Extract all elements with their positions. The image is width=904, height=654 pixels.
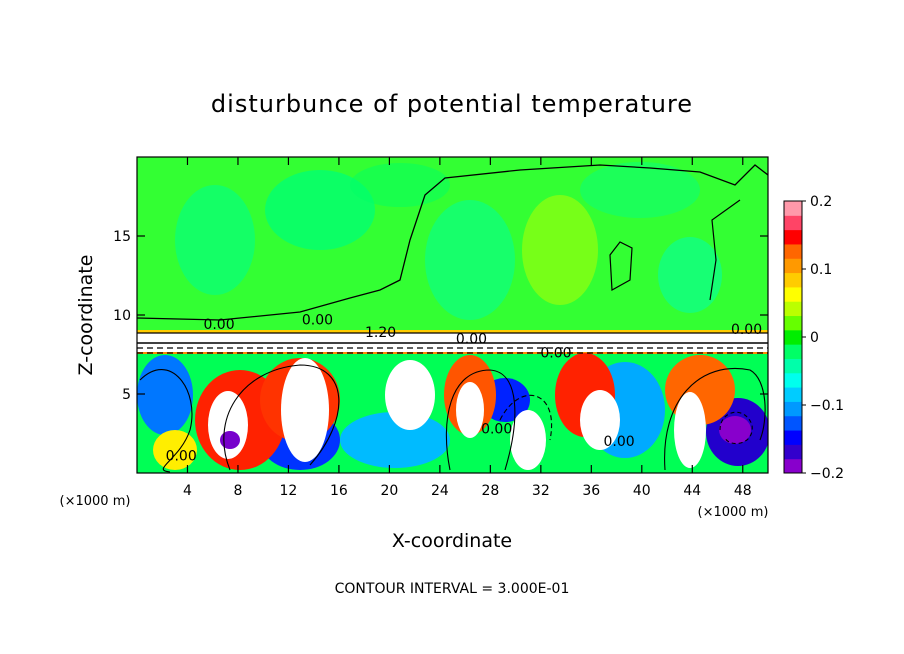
x-axis-label: X-coordinate [392, 530, 512, 552]
colorbar-tick-label: −0.1 [810, 398, 844, 414]
colorbar-swatch [784, 344, 802, 359]
upper-blob [522, 195, 598, 305]
contour-line [137, 164, 768, 321]
x-axis: 4 8 12 16 20 24 28 32 36 40 44 48 [183, 157, 752, 499]
upper-blob [265, 170, 375, 250]
contour-label: 0.00 [302, 312, 333, 328]
colorbar-tick-label: 0.1 [810, 262, 832, 278]
x-tick-label: 36 [582, 483, 600, 499]
colorbar-swatch [784, 243, 802, 259]
contour-label: 1.20 [365, 325, 396, 341]
colorbar-swatch [784, 444, 802, 460]
colorbar-tick-label: −0.2 [810, 466, 844, 482]
x-tick-label: 24 [431, 483, 449, 499]
colorbar-swatch [784, 272, 802, 288]
contour-interval-note: CONTOUR INTERVAL = 3.000E-01 [335, 581, 570, 597]
y-axis-label: Z-coordinate [75, 255, 97, 376]
x-tick-label: 28 [481, 483, 499, 499]
colorbar-swatch [784, 372, 802, 388]
colorbar-swatch [784, 430, 802, 445]
eddy-purple [719, 416, 751, 444]
contour-label: 0.00 [481, 422, 512, 438]
contour-line-dashed [719, 411, 753, 445]
x-tick-label: 8 [233, 483, 242, 499]
colorbar-swatch [784, 387, 802, 402]
colorbar-swatch [784, 315, 802, 331]
y-tick-label: 5 [122, 387, 131, 403]
inversion-band [137, 330, 768, 354]
y-tick-label: 10 [113, 308, 131, 324]
contour-label: 0.00 [456, 331, 487, 347]
contour-line [664, 368, 766, 471]
chart-title: disturbunce of potential temperature [211, 90, 693, 118]
colorbar-swatch [784, 215, 802, 231]
x-tick-label: 16 [330, 483, 348, 499]
contour-labels: 0.00 0.00 1.20 0.00 0.00 0.00 0.00 0.00 0.00 [166, 312, 763, 464]
contour-line-dashed [499, 394, 553, 441]
contour-label: 0.00 [731, 322, 762, 338]
colorbar-swatch [784, 458, 802, 474]
contour-line [709, 199, 741, 301]
upper-blob [658, 237, 722, 313]
inversion-band-edge [137, 330, 768, 333]
colorbar-tick-label: 0 [810, 330, 819, 346]
eddy-purple [220, 431, 240, 449]
eddy-white [385, 360, 435, 430]
x-tick-label: 44 [683, 483, 701, 499]
colorbar-swatch [784, 201, 802, 216]
contour-label: 0.00 [603, 434, 634, 450]
colorbar-swatch [784, 358, 802, 374]
colorbar-swatch [784, 301, 802, 317]
contour-line [139, 368, 193, 473]
y-tick-label: 15 [113, 229, 131, 245]
upper-blob [175, 185, 255, 295]
x-tick-label: 20 [380, 483, 398, 499]
x-tick-label: 4 [183, 483, 192, 499]
eddy-white [510, 410, 546, 470]
upper-blob [580, 162, 700, 218]
colorbar-swatch [784, 229, 802, 245]
contour-line [223, 364, 340, 471]
colorbar-swatch [784, 286, 802, 302]
upper-blob [350, 163, 450, 207]
eddy-white [281, 358, 329, 462]
contour-line [445, 369, 516, 471]
x-tick-label: 32 [532, 483, 550, 499]
x-tick-label: 40 [633, 483, 651, 499]
eddy-cool [340, 412, 450, 468]
eddy-white [580, 390, 620, 450]
contour-label: 0.00 [540, 346, 571, 362]
eddy-white [674, 392, 706, 468]
eddy-white [456, 382, 484, 438]
x-tick-label: 48 [734, 483, 752, 499]
y-axis: 5 10 15 [113, 229, 768, 403]
colorbar-swatch [784, 258, 802, 274]
x-tick-label: 12 [280, 483, 298, 499]
colorbar: 0.2 0.1 0 −0.1 −0.2 [783, 194, 844, 482]
eddy-cool [137, 355, 193, 435]
contour-label: 0.00 [166, 448, 197, 464]
colorbar-tick-label: 0.2 [810, 194, 832, 210]
x-unit-label-right: (×1000 m) [698, 505, 769, 520]
upper-blob [425, 200, 515, 320]
plot-area [137, 157, 768, 473]
x-unit-label-left: (×1000 m) [60, 494, 131, 509]
colorbar-swatch [784, 401, 802, 417]
contour-line [609, 241, 633, 291]
colorbar-swatch [784, 415, 802, 431]
colorbar-swatch [784, 329, 802, 345]
contour-label: 0.00 [203, 317, 234, 333]
